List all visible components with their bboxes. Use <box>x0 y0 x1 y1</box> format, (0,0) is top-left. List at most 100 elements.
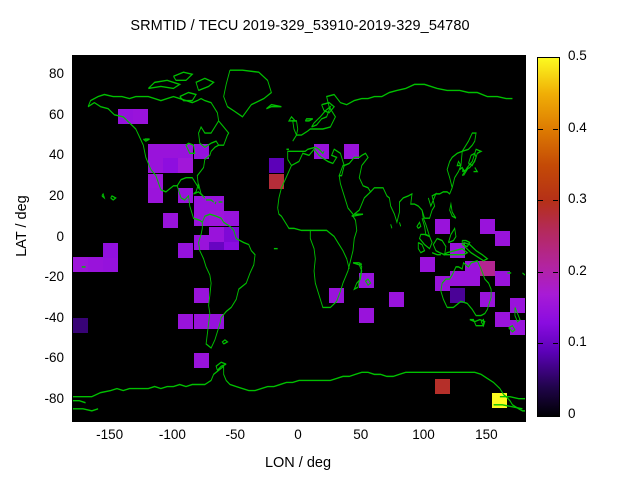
x-tick <box>423 55 425 60</box>
x-tick-label: 50 <box>353 427 369 442</box>
heatmap-cell <box>359 273 374 288</box>
x-tick-label: 0 <box>294 427 302 442</box>
heatmap-cell <box>495 271 510 286</box>
heatmap-cell <box>435 219 450 234</box>
y-tick <box>519 359 524 361</box>
colorbar-tick <box>538 57 543 58</box>
y-tick-label: 0 <box>56 228 64 244</box>
heatmap-cell <box>344 144 359 159</box>
x-tick <box>172 55 174 60</box>
heatmap-cell <box>209 211 224 226</box>
x-tick <box>235 415 237 420</box>
y-tick <box>519 318 524 320</box>
y-tick <box>72 75 77 77</box>
colorbar-tick-label: 0.2 <box>568 262 587 278</box>
heatmap-cell <box>194 211 209 226</box>
heatmap-cell <box>88 257 103 272</box>
colorbar-tick <box>538 128 543 130</box>
x-tick-label: -100 <box>158 427 186 442</box>
y-tick <box>519 196 524 198</box>
heatmap-cell <box>435 276 450 291</box>
y-tick <box>72 237 77 239</box>
y-tick-label: 80 <box>48 66 64 82</box>
heatmap-cell <box>194 353 209 368</box>
heatmap-cell <box>73 257 88 272</box>
x-tick <box>486 55 488 60</box>
heatmap-cell <box>148 174 163 189</box>
heatmap-cell <box>209 196 224 211</box>
x-tick-label: -150 <box>96 427 124 442</box>
x-tick <box>298 55 299 60</box>
heatmap-cell <box>194 235 209 250</box>
x-axis-title: LON / deg <box>264 455 332 471</box>
heatmap-cell <box>495 312 510 327</box>
y-tick <box>72 115 77 117</box>
y-tick-label: 20 <box>48 187 64 203</box>
heatmap-cell <box>178 314 193 329</box>
heatmap-cell <box>420 257 435 272</box>
heatmap-cell <box>329 288 344 303</box>
heatmap-cell <box>118 109 133 124</box>
heatmap-cell <box>103 257 118 272</box>
colorbar <box>537 57 560 417</box>
heatmap-cell <box>359 308 374 323</box>
heatmap-cell <box>148 158 163 173</box>
colorbar-tick <box>538 415 543 416</box>
heatmap-cell <box>224 211 239 226</box>
y-tick-label: 60 <box>48 106 64 122</box>
x-tick <box>360 55 362 60</box>
heatmap-cell <box>178 243 193 258</box>
heatmap-cell <box>480 292 495 307</box>
y-tick <box>72 278 77 280</box>
heatmap-cell <box>224 227 239 242</box>
y-tick <box>519 278 524 280</box>
colorbar-tick <box>553 271 558 273</box>
x-tick-label: 150 <box>475 427 498 442</box>
heatmap-cell <box>495 231 510 246</box>
colorbar-tick-label: 0.1 <box>568 334 587 350</box>
heatmap-cell <box>194 314 209 329</box>
y-tick <box>519 115 524 117</box>
heatmap-cells <box>73 56 525 421</box>
x-tick <box>298 415 299 420</box>
heatmap-cell <box>178 144 193 159</box>
heatmap-cell <box>194 288 209 303</box>
heatmap-cell <box>450 271 465 286</box>
heatmap-cell <box>194 196 209 211</box>
heatmap-cell <box>178 158 193 173</box>
y-tick <box>72 359 77 361</box>
heatmap-cell <box>269 158 284 173</box>
y-tick <box>519 237 524 239</box>
colorbar-tick-label: 0.4 <box>568 119 587 135</box>
heatmap-cell <box>133 109 148 124</box>
x-tick <box>109 55 111 60</box>
x-tick <box>109 415 111 420</box>
heatmap-cell <box>209 314 224 329</box>
chart-title: SRMTID / TECU 2019-329_53910-2019-329_54… <box>130 18 470 34</box>
colorbar-tick <box>553 415 558 416</box>
colorbar-tick-label: 0 <box>568 406 576 421</box>
x-tick <box>360 415 362 420</box>
y-tick-label: -40 <box>44 309 64 325</box>
x-tick-label: 100 <box>412 427 435 442</box>
heatmap-cell <box>510 298 525 313</box>
colorbar-gradient <box>538 58 559 416</box>
x-tick <box>172 415 174 420</box>
colorbar-tick <box>553 57 558 58</box>
colorbar-tick <box>538 343 543 345</box>
heatmap-cell <box>194 144 209 159</box>
colorbar-tick <box>538 200 543 202</box>
x-tick <box>486 415 488 420</box>
heatmap-cell <box>209 227 224 242</box>
colorbar-tick <box>553 200 558 202</box>
x-tick <box>423 415 425 420</box>
heatmap-cell <box>450 288 465 303</box>
y-tick <box>519 156 524 158</box>
colorbar-tick-label: 0.5 <box>568 48 587 63</box>
heatmap-cell <box>480 219 495 234</box>
heatmap-cell <box>389 292 404 307</box>
y-tick-label: 40 <box>48 147 64 163</box>
heatmap-cell <box>103 243 118 258</box>
heatmap-cell <box>450 243 465 258</box>
